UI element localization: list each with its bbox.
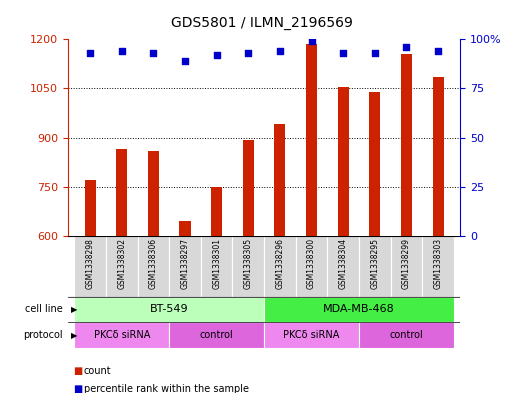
Text: count: count	[84, 366, 111, 376]
Text: MDA-MB-468: MDA-MB-468	[323, 305, 395, 314]
Point	[371, 50, 379, 56]
Bar	[391, 236, 422, 297]
Text: GSM1338297: GSM1338297	[180, 238, 189, 288]
Text: ▶: ▶	[71, 305, 77, 314]
Text: percentile rank within the sample: percentile rank within the sample	[84, 384, 248, 393]
Text: GSM1338300: GSM1338300	[307, 238, 316, 289]
Bar	[338, 87, 349, 236]
Bar	[401, 54, 412, 236]
Bar	[433, 77, 444, 236]
Bar	[243, 140, 254, 236]
Text: GDS5801 / ILMN_2196569: GDS5801 / ILMN_2196569	[170, 16, 353, 30]
Text: GSM1338304: GSM1338304	[339, 238, 348, 289]
Bar	[211, 187, 222, 236]
Text: protocol: protocol	[23, 330, 63, 340]
Bar	[264, 297, 454, 322]
Point	[339, 50, 347, 56]
Text: GSM1338299: GSM1338299	[402, 238, 411, 288]
Bar	[359, 236, 391, 297]
Bar	[306, 44, 317, 236]
Bar	[369, 92, 380, 236]
Bar	[179, 221, 190, 236]
Bar	[74, 322, 169, 348]
Bar	[422, 236, 454, 297]
Point	[244, 50, 253, 56]
Bar	[116, 149, 127, 236]
Text: control: control	[390, 330, 423, 340]
Point	[212, 52, 221, 58]
Bar	[169, 236, 201, 297]
Bar	[74, 236, 106, 297]
Text: GSM1338302: GSM1338302	[117, 238, 126, 288]
Text: ■: ■	[73, 366, 83, 376]
Bar	[264, 236, 295, 297]
Point	[149, 50, 157, 56]
Point	[308, 38, 316, 44]
Bar	[233, 236, 264, 297]
Text: GSM1338305: GSM1338305	[244, 238, 253, 289]
Text: BT-549: BT-549	[150, 305, 188, 314]
Text: cell line: cell line	[25, 305, 63, 314]
Text: GSM1338301: GSM1338301	[212, 238, 221, 288]
Point	[181, 58, 189, 64]
Bar	[169, 322, 264, 348]
Bar	[148, 151, 159, 236]
Text: PKCδ siRNA: PKCδ siRNA	[94, 330, 150, 340]
Text: ▶: ▶	[71, 331, 77, 340]
Bar	[85, 180, 96, 236]
Text: GSM1338298: GSM1338298	[86, 238, 95, 288]
Bar	[138, 236, 169, 297]
Bar	[359, 322, 454, 348]
Bar	[264, 322, 359, 348]
Text: GSM1338296: GSM1338296	[276, 238, 285, 288]
Text: control: control	[200, 330, 234, 340]
Point	[276, 48, 284, 54]
Bar	[201, 236, 233, 297]
Text: GSM1338306: GSM1338306	[149, 238, 158, 289]
Text: PKCδ siRNA: PKCδ siRNA	[283, 330, 340, 340]
Bar	[327, 236, 359, 297]
Bar	[106, 236, 138, 297]
Text: GSM1338303: GSM1338303	[434, 238, 442, 289]
Text: GSM1338295: GSM1338295	[370, 238, 379, 288]
Bar	[295, 236, 327, 297]
Point	[434, 48, 442, 54]
Bar	[74, 297, 264, 322]
Bar	[275, 125, 286, 236]
Text: ■: ■	[73, 384, 83, 393]
Point	[402, 44, 411, 50]
Point	[86, 50, 94, 56]
Point	[118, 48, 126, 54]
